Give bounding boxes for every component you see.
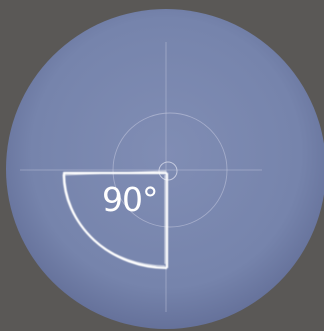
rotation-angle-wedge: [62, 170, 169, 270]
inner-rotation-ring[interactable]: [112, 112, 228, 228]
rotation-angle-label: 90°: [102, 180, 159, 219]
trackball-sphere[interactable]: [6, 9, 324, 329]
